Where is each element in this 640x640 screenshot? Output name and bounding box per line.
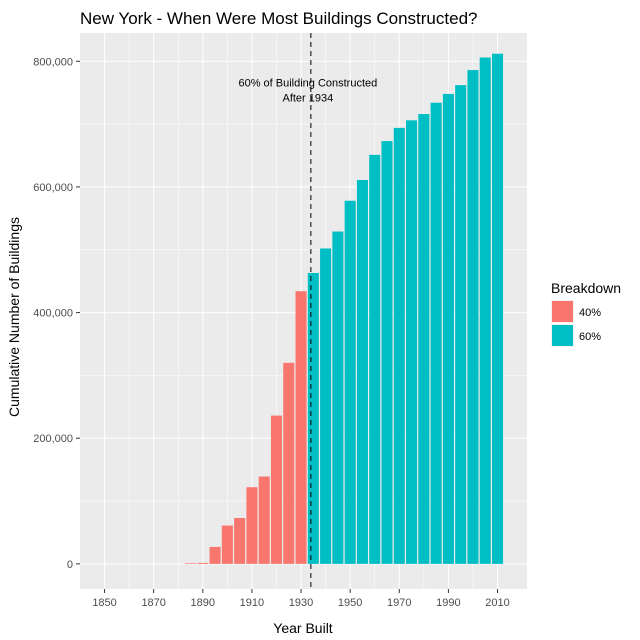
- y-axis: 0 200,000 400,000 600,000 800,000: [33, 56, 80, 571]
- bars: [184, 53, 504, 564]
- bar-1910: [246, 487, 258, 564]
- bar-1985: [430, 102, 442, 564]
- bar-1990: [442, 93, 454, 564]
- x-axis-title: Year Built: [273, 620, 333, 636]
- chart-title: New York - When Were Most Buildings Cons…: [80, 9, 477, 28]
- y-tick-label: 800,000: [33, 56, 73, 68]
- bar-2000: [467, 70, 479, 564]
- y-axis-title: Cumulative Number of Buildings: [6, 217, 22, 417]
- bar-1900: [221, 525, 233, 564]
- bar-1935: [307, 272, 319, 564]
- bar-1920: [270, 415, 283, 564]
- annotation-line-1: 60% of Building Constructed: [238, 77, 377, 89]
- y-tick-label: 0: [67, 559, 73, 571]
- bar-1915: [258, 476, 270, 564]
- x-tick-label: 1870: [141, 597, 165, 609]
- bar-1995: [455, 85, 467, 564]
- annotation-line-2: After 1934: [282, 92, 333, 104]
- bar-2010: [492, 53, 504, 564]
- x-tick-label: 1990: [436, 597, 460, 609]
- legend-swatch-40%: [552, 301, 573, 322]
- x-tick-label: 1890: [191, 597, 215, 609]
- bar-1960: [369, 154, 381, 564]
- bar-2005: [479, 57, 491, 564]
- bar-1940: [320, 248, 332, 564]
- x-axis: 1850 1870 1890 1910 1930 1950 1970 1990 2010: [92, 589, 510, 609]
- bar-1885: [184, 563, 197, 564]
- x-tick-label: 1910: [240, 597, 264, 609]
- bar-1950: [344, 200, 356, 564]
- bar-1975: [406, 120, 418, 564]
- legend-label: 40%: [579, 307, 601, 319]
- bar-1970: [393, 127, 405, 564]
- bar-1930: [295, 291, 307, 564]
- x-tick-label: 2010: [485, 597, 509, 609]
- legend-label: 60%: [579, 331, 601, 343]
- bar-1980: [418, 114, 430, 564]
- x-tick-label: 1930: [289, 597, 313, 609]
- x-tick-label: 1950: [338, 597, 362, 609]
- bar-1890: [197, 562, 209, 564]
- bar-1905: [234, 518, 246, 564]
- legend-swatch-60%: [552, 325, 573, 346]
- bar-1965: [381, 141, 393, 564]
- bar-1925: [283, 362, 295, 564]
- bar-1945: [332, 231, 344, 564]
- y-tick-label: 400,000: [33, 308, 73, 320]
- y-tick-label: 200,000: [33, 433, 73, 445]
- x-tick-label: 1850: [92, 597, 116, 609]
- y-tick-label: 600,000: [33, 182, 73, 194]
- legend-title: Breakdown: [551, 280, 621, 296]
- legend: Breakdown 40% 60%: [551, 280, 621, 347]
- bar-1895: [209, 546, 221, 564]
- x-tick-label: 1970: [387, 597, 411, 609]
- bar-1955: [356, 180, 368, 564]
- annotation: 60% of Building Constructed After 1934: [238, 77, 377, 104]
